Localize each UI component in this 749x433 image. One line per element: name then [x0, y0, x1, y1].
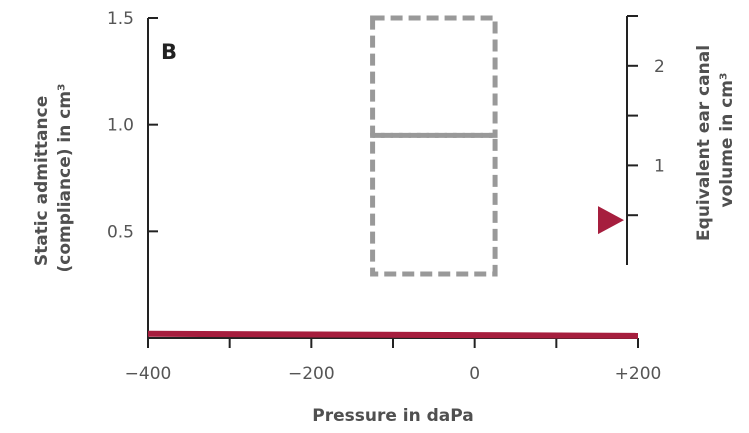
- lower-normal-box: [370, 132, 498, 277]
- x-tick-label: −200: [288, 364, 335, 384]
- x-tick-label: 0: [469, 364, 480, 384]
- admittance-line: [147, 330, 639, 339]
- left-y-tick-label: 1.5: [107, 9, 134, 29]
- right-y-tick-label: 2: [654, 57, 665, 77]
- right-y-ticks: 12: [627, 15, 665, 217]
- right-y-axis-title-line1: Equivalent ear canal: [694, 45, 714, 241]
- marker-layer: [598, 206, 624, 235]
- left-y-tick-label: 0.5: [107, 222, 134, 242]
- left-y-tick-label: 1.0: [107, 116, 134, 136]
- panel-label: B: [161, 40, 177, 64]
- upper-normal-box: [370, 15, 498, 138]
- right-y-axis-title-line2: volume in cm³: [717, 73, 737, 208]
- x-axis-title: Pressure in daPa: [312, 406, 474, 426]
- left-y-ticks: 0.5 1.0 1.5: [107, 9, 158, 242]
- x-tick-label: +200: [615, 364, 662, 384]
- right-y-axis-title: Equivalent ear canal volume in cm³: [694, 39, 737, 241]
- x-tick-label: −400: [125, 364, 172, 384]
- ear-canal-volume-marker: [598, 206, 624, 235]
- x-ticks: −400 −200 0 +200: [125, 338, 662, 384]
- series-layer: [147, 330, 639, 339]
- left-y-axis-title: Static admittance (compliance) in cm³: [32, 83, 75, 272]
- right-y-tick-label: 1: [654, 156, 665, 176]
- normal-range-boxes: [370, 15, 498, 277]
- left-y-axis-title-line2: (compliance) in cm³: [55, 83, 75, 272]
- left-y-axis-title-line1: Static admittance: [32, 96, 52, 266]
